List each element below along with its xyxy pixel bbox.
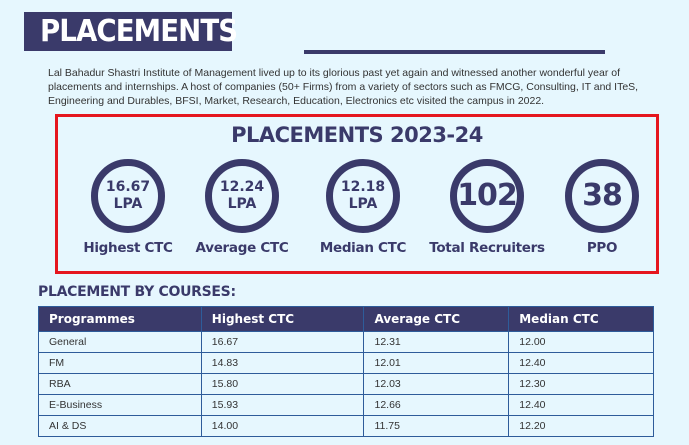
cell-median: 12.40 xyxy=(508,394,654,416)
table-row: General 16.67 12.31 12.00 xyxy=(38,331,654,353)
stat-label: Total Recruiters xyxy=(429,240,545,256)
page-title: PLACEMENTS xyxy=(40,14,238,49)
cell-median: 12.30 xyxy=(508,373,654,395)
cell-average: 12.66 xyxy=(363,394,510,416)
stat-unit: LPA xyxy=(227,196,257,212)
stat-label: PPO xyxy=(586,240,618,256)
stat-unit: LPA xyxy=(113,196,143,212)
ring-icon: 16.67 LPA xyxy=(91,159,165,233)
stat-unit: LPA xyxy=(348,196,378,212)
ring-icon: 102 xyxy=(450,159,524,233)
stat-value: 12.24 xyxy=(219,179,265,195)
table-row: AI & DS 14.00 11.75 12.20 xyxy=(38,415,654,437)
cell-median: 12.20 xyxy=(508,415,654,437)
table-row: E-Business 15.93 12.66 12.40 xyxy=(38,394,654,416)
placements-highlight-box: PLACEMENTS 2023-24 16.67 LPA Highest CTC… xyxy=(55,114,659,274)
ring-icon: 12.18 LPA xyxy=(326,159,400,233)
courses-section-title: PLACEMENT BY COURSES: xyxy=(38,284,236,300)
stat-value: 102 xyxy=(457,178,518,213)
ring-icon: 38 xyxy=(565,159,639,233)
stats-title: PLACEMENTS 2023-24 xyxy=(231,123,483,147)
intro-paragraph: Lal Bahadur Shastri Institute of Managem… xyxy=(48,67,639,107)
cell-highest: 15.93 xyxy=(200,394,365,416)
table-header-row: Programmes Highest CTC Average CTC Media… xyxy=(38,306,654,332)
cell-median: 12.40 xyxy=(508,352,654,374)
header-band xyxy=(24,12,232,51)
stat-label: Highest CTC xyxy=(83,240,173,256)
stat-ppo: 38 PPO xyxy=(537,159,667,256)
cell-programme: E-Business xyxy=(38,394,202,416)
column-header: Programmes xyxy=(38,306,202,332)
cell-highest: 14.83 xyxy=(200,352,365,374)
stat-total-recruiters: 102 Total Recruiters xyxy=(422,159,552,256)
cell-median: 12.00 xyxy=(508,331,654,353)
stat-value: 38 xyxy=(582,178,623,213)
stat-label: Average CTC xyxy=(195,240,289,256)
cell-programme: RBA xyxy=(38,373,202,395)
column-header: Median CTC xyxy=(508,306,654,332)
cell-average: 12.01 xyxy=(363,352,510,374)
cell-programme: AI & DS xyxy=(38,415,202,437)
stat-average-ctc: 12.24 LPA Average CTC xyxy=(177,159,307,256)
stat-highest-ctc: 16.67 LPA Highest CTC xyxy=(63,159,193,256)
cell-average: 12.31 xyxy=(363,331,510,353)
cell-highest: 16.67 xyxy=(200,331,365,353)
table-row: FM 14.83 12.01 12.40 xyxy=(38,352,654,374)
cell-average: 12.03 xyxy=(363,373,510,395)
column-header: Highest CTC xyxy=(200,306,365,332)
cell-average: 11.75 xyxy=(363,415,510,437)
cell-programme: General xyxy=(38,331,202,353)
courses-table: Programmes Highest CTC Average CTC Media… xyxy=(38,306,654,437)
stat-label: Median CTC xyxy=(319,240,407,256)
header-rule xyxy=(304,50,605,54)
stat-value: 16.67 xyxy=(105,179,151,195)
column-header: Average CTC xyxy=(363,306,510,332)
cell-highest: 15.80 xyxy=(200,373,365,395)
cell-programme: FM xyxy=(38,352,202,374)
cell-highest: 14.00 xyxy=(200,415,365,437)
ring-icon: 12.24 LPA xyxy=(205,159,279,233)
stat-median-ctc: 12.18 LPA Median CTC xyxy=(298,159,428,256)
table-row: RBA 15.80 12.03 12.30 xyxy=(38,373,654,395)
stat-value: 12.18 xyxy=(340,179,386,195)
